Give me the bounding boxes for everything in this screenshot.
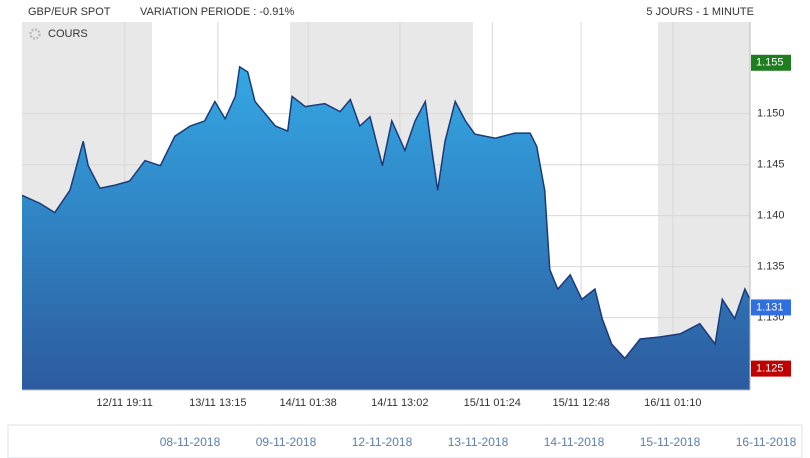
price-tag (751, 54, 791, 71)
y-tick-label: 1.150 (757, 108, 785, 120)
x-tick-label: 12/11 19:11 (96, 397, 152, 409)
line (21, 65, 751, 360)
x-tick-label: 15/11 12:48 (552, 397, 609, 409)
navigator[interactable] (7, 424, 803, 458)
chart-title: GBP/EUR SPOT (28, 6, 111, 18)
price-tag-label: 1.155 (756, 57, 784, 69)
navigator-date: 14-11-2018 (544, 435, 605, 449)
chart-subtitle: VARIATION PERIODE : -0.91% (140, 6, 294, 18)
navigator-date: 16-11-2018 (736, 435, 797, 449)
y-tick-label: 1.145 (757, 159, 785, 171)
x-tick-label: 14/11 01:38 (279, 397, 336, 409)
price-tag (751, 360, 791, 377)
x-tick-label: 16/11 01:10 (644, 397, 701, 409)
navigator-date: 08-11-2018 (160, 435, 221, 449)
y-tick-label: 1.135 (757, 261, 785, 273)
navigator-date: 12-11-2018 (352, 435, 413, 449)
price-tag-label: 1.125 (756, 362, 784, 374)
area (22, 66, 750, 391)
y-tick-label: 1.140 (757, 210, 785, 222)
price-tag (751, 299, 791, 316)
navigator-date: 09-11-2018 (256, 435, 317, 449)
navigator-date: 15-11-2018 (640, 435, 701, 449)
x-tick-label: 14/11 13:02 (371, 397, 428, 409)
legend-entry[interactable]: COURS (48, 28, 88, 40)
navigator-date: 13-11-2018 (448, 435, 509, 449)
x-tick-label: 13/11 13:15 (189, 397, 246, 409)
x-tick-label: 15/11 01:24 (464, 397, 521, 409)
period[interactable]: 5 JOURS - 1 MINUTE (646, 6, 754, 18)
settings-icon[interactable] (29, 28, 41, 40)
price-tag-label: 1.131 (756, 301, 784, 313)
